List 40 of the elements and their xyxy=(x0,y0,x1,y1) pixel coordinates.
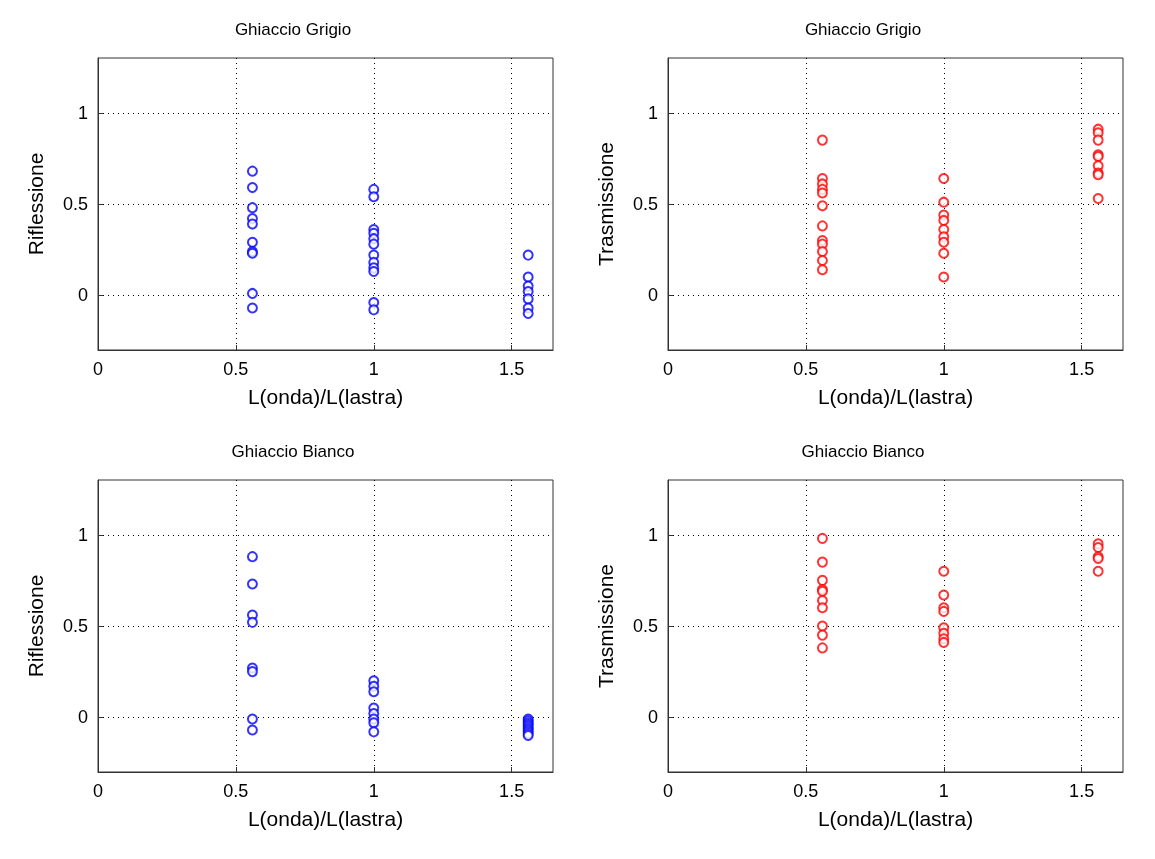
y-tick-label: 1 xyxy=(647,524,658,545)
x-tick-label: 0.5 xyxy=(792,780,818,801)
x-axis-title: L(onda)/L(lastra) xyxy=(817,806,973,830)
chart-title: Ghiaccio Bianco xyxy=(231,441,355,461)
chart-title: Ghiaccio Grigio xyxy=(804,20,921,39)
chart-title: Ghiaccio Grigio xyxy=(234,20,352,39)
y-tick-label: 0 xyxy=(647,706,658,727)
x-tick-label: 1 xyxy=(368,780,379,801)
x-tick-label: 0.5 xyxy=(223,780,249,801)
y-tick-label: 0 xyxy=(77,285,88,306)
y-axis-title: Riflessione xyxy=(24,574,47,677)
x-tick-label: 1 xyxy=(938,780,949,801)
y-axis-title: Trasmissione xyxy=(593,563,617,688)
x-tick-label: 0 xyxy=(92,780,104,801)
x-tick-label: 1 xyxy=(938,359,949,379)
y-axis-title: Riflessione xyxy=(24,152,47,256)
y-tick-label: 0 xyxy=(77,706,88,727)
x-tick-label: 0 xyxy=(662,359,673,379)
x-tick-label: 0.5 xyxy=(792,359,818,379)
x-axis-title: L(onda)/L(lastra) xyxy=(817,385,973,408)
x-axis-title: L(onda)/L(lastra) xyxy=(247,385,404,408)
x-tick-label: 0.5 xyxy=(223,359,249,379)
y-tick-label: 0.5 xyxy=(62,194,88,214)
x-tick-label: 0 xyxy=(92,359,104,379)
x-tick-label: 1.5 xyxy=(1068,359,1094,379)
y-tick-label: 1 xyxy=(77,102,88,123)
x-axis-title: L(onda)/L(lastra) xyxy=(247,806,404,830)
x-tick-label: 1 xyxy=(368,359,379,379)
x-tick-label: 1.5 xyxy=(499,780,525,801)
x-tick-label: 1.5 xyxy=(1068,780,1094,801)
y-tick-label: 1 xyxy=(647,102,658,123)
chart-title: Ghiaccio Bianco xyxy=(801,441,924,461)
y-tick-label: 0.5 xyxy=(62,615,88,636)
x-tick-label: 1.5 xyxy=(499,359,525,379)
y-tick-label: 0 xyxy=(647,285,658,306)
y-tick-label: 1 xyxy=(77,524,88,545)
x-tick-label: 0 xyxy=(662,780,673,801)
y-tick-label: 0.5 xyxy=(632,194,658,214)
y-tick-label: 0.5 xyxy=(632,615,658,636)
y-axis-title: Trasmissione xyxy=(593,141,617,267)
